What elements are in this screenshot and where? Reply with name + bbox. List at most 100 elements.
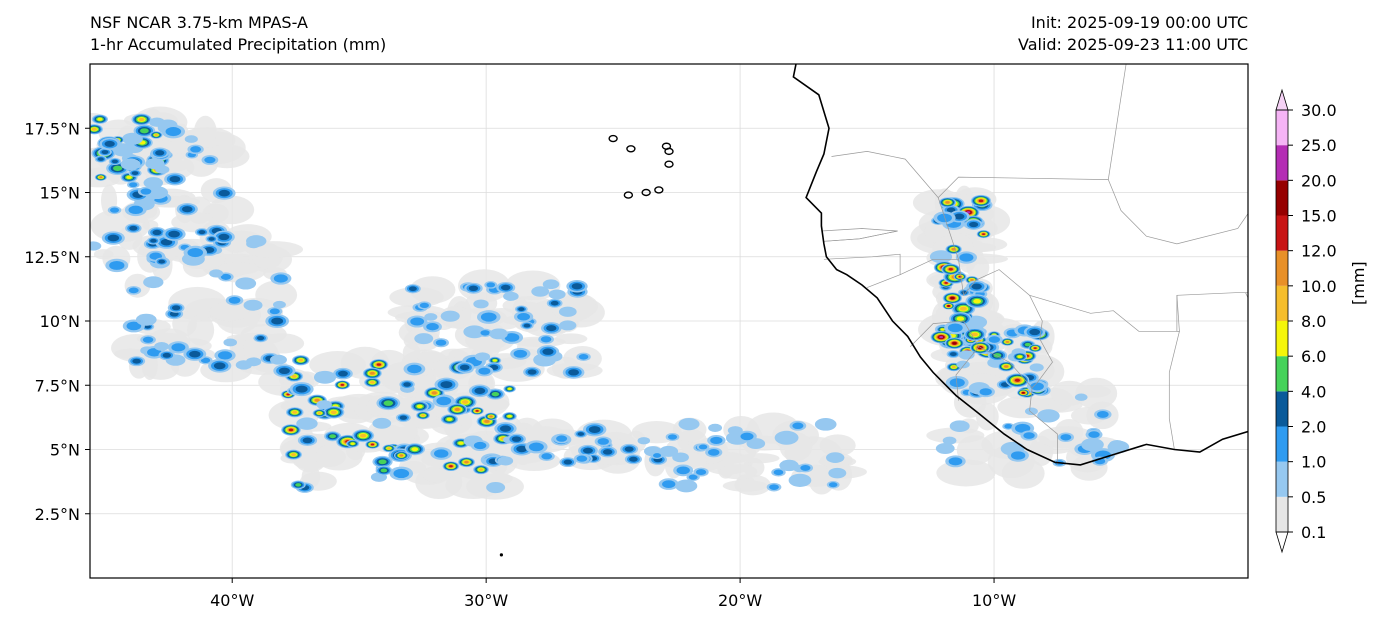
precip-cell xyxy=(1004,365,1009,368)
precip-cell xyxy=(1014,378,1021,382)
lon-tick-label: 40°W xyxy=(210,591,254,610)
precip-cell xyxy=(792,422,804,430)
precip-cell xyxy=(949,420,970,432)
precip-cell-light xyxy=(193,115,217,148)
precip-cell xyxy=(769,484,779,491)
precip-cell xyxy=(269,354,287,365)
precip-cell xyxy=(160,238,173,246)
precip-cell xyxy=(971,283,982,290)
precip-cell xyxy=(979,388,992,396)
precip-cell xyxy=(190,146,202,153)
precip-cell xyxy=(949,352,957,357)
map-title-left: NSF NCAR 3.75-km MPAS-A 1-hr Accumulated… xyxy=(90,12,386,56)
precip-cell xyxy=(1060,434,1072,441)
precip-cell xyxy=(338,370,348,377)
precip-cell xyxy=(982,233,986,235)
precip-cell xyxy=(101,150,109,155)
lon-tick-label: 10°W xyxy=(972,591,1016,610)
precip-cell xyxy=(128,205,143,215)
precip-cell xyxy=(291,374,297,378)
precip-cell xyxy=(971,332,978,337)
precip-cell xyxy=(187,248,204,258)
colorbar-over-arrow xyxy=(1275,88,1289,111)
precip-cell xyxy=(171,343,186,352)
precip-cell-light xyxy=(315,442,363,471)
colorbar-under-arrow xyxy=(1275,531,1289,554)
precip-cell xyxy=(988,336,1000,343)
colorbar-label: 10.0 xyxy=(1301,277,1337,296)
colorbar-swatch xyxy=(1276,321,1288,357)
precip-cell xyxy=(99,176,103,179)
precip-cell xyxy=(507,414,512,418)
precip-cell-light xyxy=(422,467,446,483)
precip-cell xyxy=(1029,328,1041,336)
precip-cell xyxy=(410,317,425,326)
precip-cell xyxy=(424,313,438,321)
precip-cell xyxy=(558,306,577,317)
precip-cell xyxy=(291,453,296,457)
precip-cell xyxy=(380,468,388,473)
precip-cell xyxy=(449,465,453,468)
precip-cell xyxy=(383,400,394,406)
precip-cell xyxy=(171,305,181,311)
precip-cell-light xyxy=(936,459,996,487)
precip-cell xyxy=(109,260,125,270)
precip-cell xyxy=(473,299,489,309)
precip-cell xyxy=(740,432,754,441)
precip-cell-light xyxy=(416,351,444,363)
precip-cell xyxy=(486,282,496,288)
colorbar-swatch xyxy=(1276,110,1288,146)
precip-cell xyxy=(568,369,580,376)
precip-cell xyxy=(461,400,469,404)
precip-cell xyxy=(152,229,162,236)
precip-cell xyxy=(131,171,139,176)
precip-cell xyxy=(935,442,955,454)
precip-cell xyxy=(218,233,230,241)
precip-cell xyxy=(528,442,544,452)
country-border xyxy=(1107,179,1248,245)
precip-cell xyxy=(399,454,404,457)
precip-cell xyxy=(548,289,566,300)
precip-cell xyxy=(588,426,601,433)
colorbar-label: 2.0 xyxy=(1301,418,1326,437)
colorbar-label: 20.0 xyxy=(1301,171,1337,190)
precip-cell xyxy=(454,407,460,411)
precip-cell xyxy=(480,312,497,322)
precip-cell xyxy=(1037,409,1060,423)
precip-cell xyxy=(340,383,345,386)
precip-cell xyxy=(676,466,690,475)
precip-cell xyxy=(478,367,491,375)
precip-cell xyxy=(129,225,138,231)
lat-tick-label: 7.5°N xyxy=(35,376,80,395)
lat-tick-label: 5°N xyxy=(50,441,80,460)
precip-cell xyxy=(235,277,257,290)
precip-cell xyxy=(727,426,743,435)
precip-cell xyxy=(698,444,708,450)
precip-cell xyxy=(497,456,514,466)
colorbar-label: 12.0 xyxy=(1301,242,1337,261)
precip-cell xyxy=(184,135,198,143)
precip-cell xyxy=(464,460,469,464)
precip-cell xyxy=(220,273,232,280)
precip-cell-light xyxy=(719,464,758,480)
lon-tick-label: 20°W xyxy=(718,591,762,610)
precip-cell xyxy=(189,350,201,358)
island-outline xyxy=(608,134,618,143)
precip-cell xyxy=(376,363,381,366)
precip-cell xyxy=(138,117,145,122)
precip-cell xyxy=(1004,423,1013,429)
precip-cell xyxy=(954,213,965,220)
precip-cell xyxy=(399,415,408,420)
precip-cell xyxy=(209,269,224,278)
precip-cell xyxy=(550,300,559,306)
precip-cell xyxy=(507,387,512,391)
precip-cell xyxy=(978,199,984,203)
precip-cell xyxy=(387,447,391,450)
precip-cell xyxy=(1024,342,1031,347)
precip-cell xyxy=(662,480,676,488)
colorbar-swatch xyxy=(1276,496,1288,532)
precip-cell xyxy=(517,313,530,321)
colorbar-label: 8.0 xyxy=(1301,312,1326,331)
precip-cell xyxy=(286,393,290,396)
precip-cell xyxy=(961,290,968,295)
